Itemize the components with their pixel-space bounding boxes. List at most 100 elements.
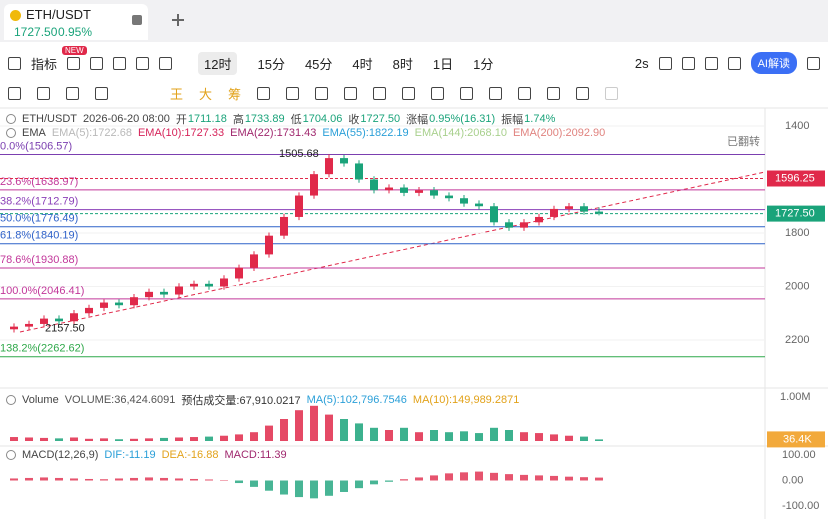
fullscreen-icon[interactable] xyxy=(704,56,718,70)
volume-bar xyxy=(550,434,558,441)
ema-item: EMA(10):1727.33 xyxy=(137,127,225,139)
ema-item: EMA(22):1731.43 xyxy=(230,127,317,139)
interval[interactable]: 4时 xyxy=(352,56,373,72)
annotation: 1505.68 xyxy=(279,148,319,160)
candle-body xyxy=(100,302,108,308)
line-tool[interactable] xyxy=(95,86,108,100)
menu-tool[interactable] xyxy=(8,86,21,100)
macd-item: DEA:-16.88 xyxy=(161,449,219,461)
macd-bar xyxy=(460,472,468,481)
undo-icon[interactable] xyxy=(576,86,590,100)
camera-icon[interactable] xyxy=(658,56,672,70)
candle-body xyxy=(415,190,423,193)
layout-icon[interactable] xyxy=(90,56,104,70)
interval[interactable]: 15分 xyxy=(257,56,285,72)
tool[interactable]: 筹 xyxy=(228,86,242,102)
menu-icon[interactable] xyxy=(807,56,820,70)
candle-body xyxy=(265,235,273,255)
chart-type-icon[interactable] xyxy=(136,56,150,70)
tool-icon[interactable] xyxy=(547,86,561,100)
tool-icon[interactable] xyxy=(286,86,300,100)
settings-icon[interactable] xyxy=(727,56,741,70)
volume-bar xyxy=(520,432,528,441)
close-tab[interactable] xyxy=(132,15,142,25)
candle-body xyxy=(85,307,93,314)
tool-icon[interactable] xyxy=(257,86,271,100)
tool[interactable]: 王 xyxy=(170,86,184,102)
add-tab-v xyxy=(177,14,179,26)
volume-item: MA(10):149,989.2871 xyxy=(412,394,520,406)
macd-bar xyxy=(220,480,228,481)
macd-bar xyxy=(175,478,183,481)
y-tick-label: 2000 xyxy=(785,280,809,292)
volume-bar xyxy=(70,437,78,441)
macd-bar xyxy=(85,478,93,481)
macd-bar xyxy=(535,475,543,481)
field-value: 1704.06 xyxy=(302,113,343,125)
interval[interactable]: 8时 xyxy=(392,56,413,72)
macd-bar xyxy=(205,479,213,481)
candle-body xyxy=(10,326,18,330)
price-tag-label: 1596.25 xyxy=(775,172,815,184)
interval[interactable]: 45分 xyxy=(304,56,333,72)
candle-body xyxy=(70,313,78,322)
toggle[interactable] xyxy=(6,128,16,138)
tool-icon[interactable] xyxy=(431,86,445,100)
toggle[interactable] xyxy=(6,114,16,124)
tool-icon[interactable] xyxy=(402,86,416,100)
volume-bar xyxy=(175,437,183,441)
rewind-icon[interactable] xyxy=(113,56,127,70)
candle-body xyxy=(25,323,33,327)
macd-bar xyxy=(235,480,243,484)
trend-line xyxy=(19,171,766,333)
tool-icon[interactable] xyxy=(315,86,329,100)
rect-tool[interactable] xyxy=(66,86,79,100)
interval[interactable]: 12时 xyxy=(198,51,238,75)
candle-body xyxy=(535,216,543,223)
price-tag xyxy=(767,205,825,222)
candle-body xyxy=(505,222,513,228)
fib-label: 78.6%(1930.88) xyxy=(0,254,78,266)
candle-body xyxy=(445,195,453,199)
tool-icon[interactable] xyxy=(489,86,503,100)
ohlc-fields: 开 1711.18 高 1733.89 低 1704.06 收 1727.50 涨幅 0.95%(… xyxy=(176,111,556,127)
macd-bar xyxy=(595,477,603,481)
candle-body xyxy=(115,302,123,306)
volume-bar xyxy=(385,430,393,441)
more-icon[interactable] xyxy=(159,56,173,70)
macd-bar xyxy=(550,475,558,481)
tool-icon[interactable] xyxy=(373,86,387,100)
speed[interactable]: 2s xyxy=(634,55,649,71)
redo-icon[interactable] xyxy=(605,86,619,100)
tool-icon[interactable] xyxy=(518,86,532,100)
ai-button[interactable]: AI解读 xyxy=(750,52,797,74)
candle-body xyxy=(325,158,333,175)
macd-tick: 100.00 xyxy=(782,449,816,461)
candle-body xyxy=(295,195,303,217)
interval[interactable]: 1日 xyxy=(432,56,454,72)
field-label: 收 xyxy=(348,114,360,126)
macd-bar xyxy=(295,480,303,498)
interval[interactable]: 1分 xyxy=(473,56,494,72)
indicators-button[interactable]: 指标 xyxy=(31,56,58,72)
field-label: 低 xyxy=(290,114,302,126)
tool[interactable]: 大 xyxy=(199,86,213,102)
tab-symbol: ETH/USDT xyxy=(26,7,91,22)
template-icon[interactable]: NEW xyxy=(62,45,87,70)
pen-icon[interactable] xyxy=(681,56,695,70)
volume-bar xyxy=(325,414,333,441)
list-tool[interactable] xyxy=(37,86,50,100)
candle-body xyxy=(190,283,198,287)
candle-body xyxy=(130,297,138,306)
candle-body xyxy=(475,203,483,207)
volume-bar xyxy=(205,436,213,441)
macd-name: MACD(12,26,9) xyxy=(22,449,99,461)
toggle[interactable] xyxy=(6,450,16,460)
tool-icon[interactable] xyxy=(344,86,358,100)
fib-label: 138.2%(2262.62) xyxy=(0,343,84,355)
tab[interactable]: ETH/USDT 1727.50 0.95% xyxy=(4,4,148,40)
toggle[interactable] xyxy=(6,395,16,405)
macd-bar xyxy=(190,478,198,481)
tool-icon[interactable] xyxy=(460,86,474,100)
